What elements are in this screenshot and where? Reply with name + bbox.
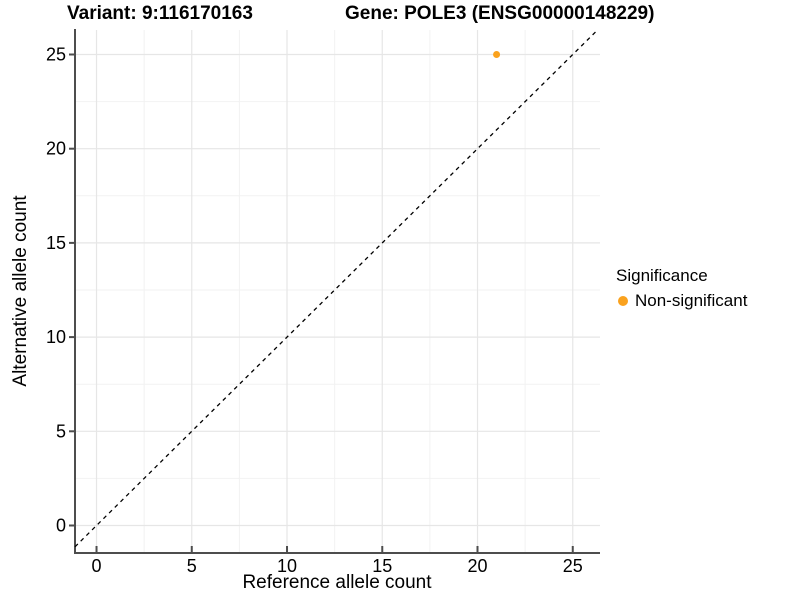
identity-line-group (74, 29, 598, 548)
legend-entry-label: Non-significant (635, 291, 748, 310)
x-tick-label: 15 (372, 556, 392, 576)
x-tick-label: 20 (467, 556, 487, 576)
y-tick-label: 10 (46, 327, 66, 347)
plot-title-variant: Variant: 9:116170163 (67, 3, 253, 24)
axis-tick-labels: 0 5 10 15 20 25 0 5 10 15 20 25 (46, 44, 583, 576)
y-tick-label: 15 (46, 233, 66, 253)
x-tick-label: 10 (277, 556, 297, 576)
x-tick-label: 25 (563, 556, 583, 576)
y-tick-label: 0 (56, 515, 66, 535)
x-axis-title: Reference allele count (242, 572, 432, 593)
identity-line (74, 29, 598, 548)
legend-title: Significance (616, 266, 708, 285)
data-point (493, 50, 501, 58)
axis-ticks (69, 53, 574, 552)
y-tick-label: 25 (46, 44, 66, 64)
x-tick-label: 0 (92, 556, 102, 576)
gridlines-minor (75, 30, 600, 553)
legend-point-icon (618, 296, 628, 306)
y-axis-title: Alternative allele count (10, 195, 31, 387)
y-tick-label: 5 (56, 421, 66, 441)
scatter-points (493, 50, 501, 58)
legend: Significance Non-significant (616, 266, 747, 311)
axis-lines (74, 29, 600, 554)
legend-entry: Non-significant (616, 291, 747, 311)
plot-title-gene: Gene: POLE3 (ENSG00000148229) (345, 3, 655, 24)
x-tick-label: 5 (187, 556, 197, 576)
gridlines-major (75, 30, 600, 553)
y-tick-label: 20 (46, 139, 66, 159)
